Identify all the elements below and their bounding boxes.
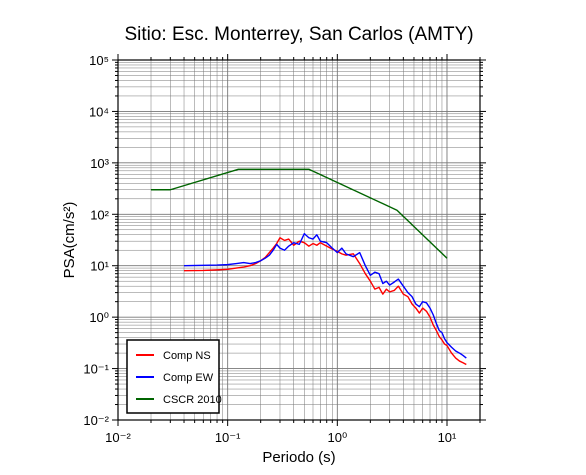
x-axis-label: Periodo (s) (262, 449, 335, 466)
y-tick-label: 10⁵ (89, 53, 109, 68)
y-tick-label: 10⁻² (83, 413, 109, 428)
chart-title: Sitio: Esc. Monterrey, San Carlos (AMTY) (124, 24, 473, 45)
legend-label-comp-ns: Comp NS (163, 350, 211, 362)
x-tick-label: 10⁻² (105, 430, 131, 445)
x-tick-label: 10⁻¹ (215, 430, 241, 445)
legend-label-cscr-2010: CSCR 2010 (163, 394, 222, 406)
series-layer (151, 168, 467, 366)
plot-frame (117, 59, 481, 421)
y-tick-label: 10¹ (90, 259, 109, 274)
legend: Comp NS Comp EW CSCR 2010 (126, 339, 222, 414)
x-tick-label: 10¹ (438, 430, 457, 445)
legend-label-comp-ew: Comp EW (163, 372, 214, 384)
x-tick-label: 10⁰ (327, 430, 347, 445)
series-line-cscr-2010 (151, 168, 448, 259)
series-line-comp-ns (184, 237, 467, 366)
y-tick-label: 10⁰ (89, 310, 109, 325)
y-axis-label: PSA(cm/s²) (61, 202, 78, 279)
y-tick-label: 10² (90, 207, 109, 222)
y-tick-label: 10⁻¹ (83, 362, 109, 377)
y-tick-label: 10³ (90, 156, 109, 171)
grid (117, 59, 481, 421)
y-tick-label: 10⁴ (89, 104, 109, 119)
axis-ticks: 10⁻² 10⁻¹ 10⁰ 10¹ 10⁻² 10⁻¹ 10⁰ 10¹ 10² 10³ 10⁴ 10⁵ (83, 53, 486, 445)
series-line-comp-ew (184, 232, 467, 359)
